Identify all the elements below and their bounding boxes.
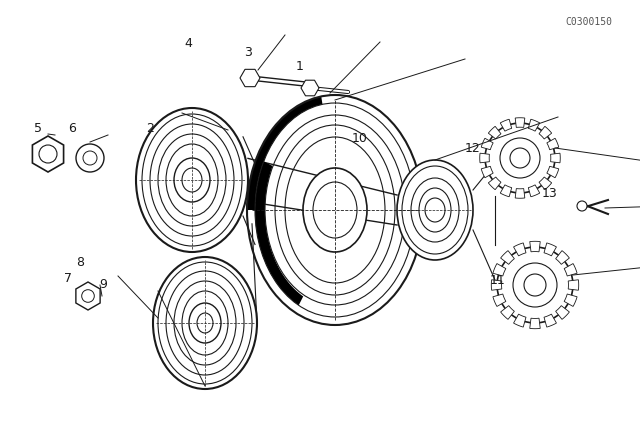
Ellipse shape — [577, 201, 587, 211]
Polygon shape — [500, 119, 512, 131]
Text: 2: 2 — [146, 121, 154, 134]
Text: 10: 10 — [352, 132, 368, 145]
Polygon shape — [530, 241, 540, 252]
Ellipse shape — [485, 123, 555, 193]
Polygon shape — [564, 294, 577, 306]
Ellipse shape — [189, 303, 221, 343]
Polygon shape — [136, 108, 192, 180]
Polygon shape — [240, 69, 260, 86]
Polygon shape — [564, 263, 577, 276]
Polygon shape — [547, 166, 559, 178]
Text: 11: 11 — [490, 273, 506, 287]
Text: 4: 4 — [184, 36, 192, 49]
Polygon shape — [568, 280, 579, 290]
Ellipse shape — [513, 263, 557, 307]
Polygon shape — [500, 185, 512, 197]
Polygon shape — [480, 153, 490, 163]
Polygon shape — [255, 161, 303, 306]
Polygon shape — [539, 126, 552, 139]
Text: 1: 1 — [296, 60, 304, 73]
Ellipse shape — [397, 160, 473, 260]
Polygon shape — [528, 185, 540, 197]
Polygon shape — [544, 243, 556, 256]
Polygon shape — [150, 140, 168, 220]
Polygon shape — [500, 306, 515, 319]
Text: 7: 7 — [64, 271, 72, 284]
Polygon shape — [547, 138, 559, 150]
Polygon shape — [513, 314, 526, 327]
Polygon shape — [76, 282, 100, 310]
Polygon shape — [493, 294, 506, 306]
Polygon shape — [493, 263, 506, 276]
Polygon shape — [515, 118, 525, 127]
Text: 6: 6 — [68, 121, 76, 134]
Text: 9: 9 — [99, 279, 107, 292]
Polygon shape — [500, 250, 515, 264]
Ellipse shape — [174, 158, 210, 202]
Text: C0300150: C0300150 — [565, 17, 612, 27]
Polygon shape — [488, 177, 501, 190]
Polygon shape — [247, 96, 323, 210]
Polygon shape — [515, 189, 525, 198]
Polygon shape — [550, 153, 560, 163]
Polygon shape — [513, 243, 526, 256]
Polygon shape — [530, 318, 540, 329]
Text: 8: 8 — [76, 257, 84, 270]
Polygon shape — [539, 177, 552, 190]
Polygon shape — [153, 257, 205, 323]
Ellipse shape — [303, 168, 367, 252]
Ellipse shape — [500, 138, 540, 178]
Ellipse shape — [497, 247, 573, 323]
Polygon shape — [481, 138, 493, 150]
Polygon shape — [33, 136, 63, 172]
Ellipse shape — [136, 108, 248, 252]
Ellipse shape — [425, 198, 445, 222]
Polygon shape — [492, 280, 502, 290]
Ellipse shape — [153, 257, 257, 389]
Ellipse shape — [247, 95, 423, 325]
Polygon shape — [488, 126, 501, 139]
Polygon shape — [445, 163, 473, 239]
Text: 5: 5 — [34, 121, 42, 134]
Polygon shape — [301, 80, 319, 96]
Polygon shape — [556, 250, 570, 264]
Polygon shape — [528, 119, 540, 131]
Text: 12: 12 — [465, 142, 481, 155]
Polygon shape — [481, 166, 493, 178]
Polygon shape — [544, 314, 556, 327]
Ellipse shape — [76, 144, 104, 172]
Text: 13: 13 — [542, 186, 558, 199]
Polygon shape — [556, 306, 570, 319]
Text: 3: 3 — [244, 46, 252, 59]
